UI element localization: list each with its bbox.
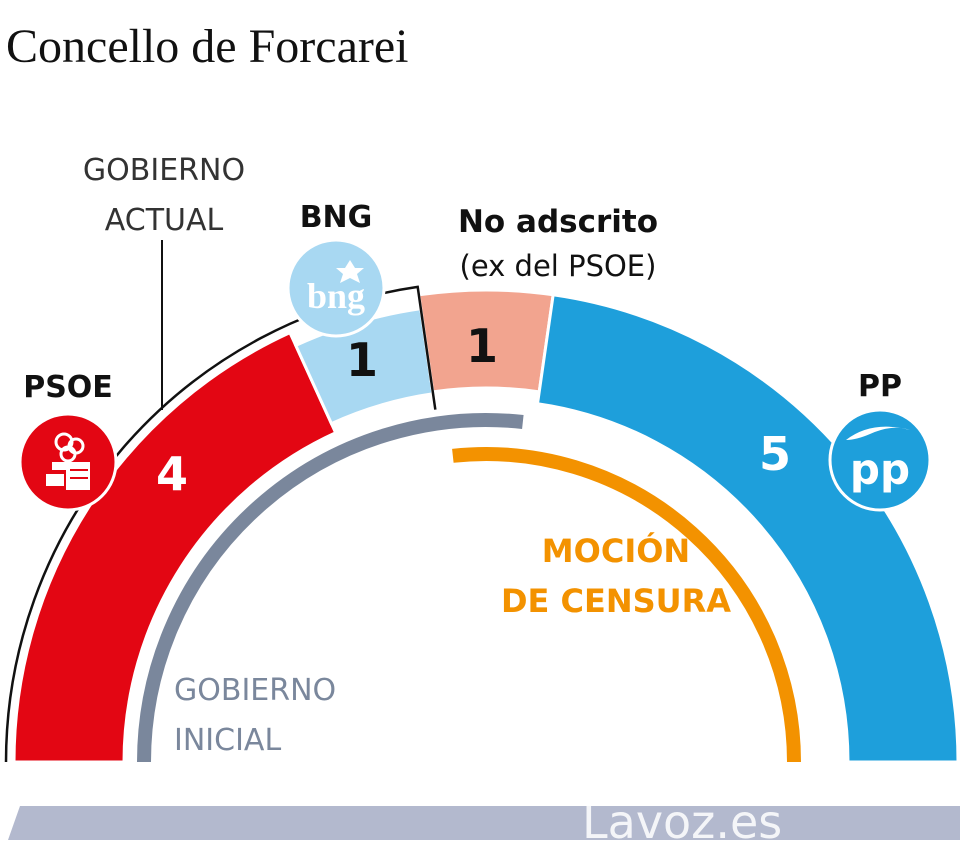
seats-psoe: 4 <box>156 447 188 501</box>
current-government-line2: ACTUAL <box>105 203 224 238</box>
watermark: Lavoz.es <box>582 795 782 849</box>
censure-motion-arc <box>452 447 801 763</box>
base-bar <box>8 806 960 840</box>
current-government-line1: GOBIERNO <box>83 153 245 188</box>
censure-motion-line1: MOCIÓN <box>542 531 690 570</box>
pp-logo-icon: pp <box>828 408 932 512</box>
chart-title: Concello de Forcarei <box>6 20 409 73</box>
seats-independent: 1 <box>466 319 498 373</box>
label-pp: PP <box>858 369 902 404</box>
pp-logo-text: pp <box>850 445 910 494</box>
censure-motion-line2: DE CENSURA <box>501 582 731 620</box>
initial-government-line2: INICIAL <box>174 723 281 758</box>
seats-bng: 1 <box>346 333 378 387</box>
psoe-logo-icon <box>18 412 118 512</box>
bng-logo-text: bng <box>307 276 365 316</box>
initial-government-line1: GOBIERNO <box>174 673 336 708</box>
bng-logo-icon: bng <box>286 238 386 338</box>
label-independent: No adscrito <box>458 204 658 240</box>
label-independent-note: (ex del PSOE) <box>460 249 657 283</box>
segment-psoe <box>12 330 338 764</box>
segment-pp <box>535 293 960 764</box>
initial-government-arc <box>137 413 524 763</box>
label-bng: BNG <box>300 200 373 235</box>
seats-pp: 5 <box>759 427 791 481</box>
label-psoe: PSOE <box>23 370 113 405</box>
